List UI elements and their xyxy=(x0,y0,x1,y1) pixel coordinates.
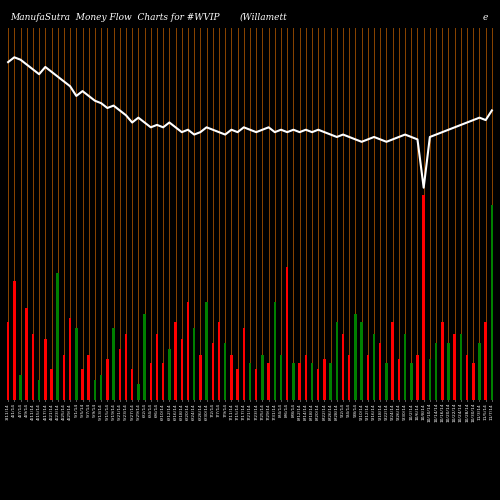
Bar xyxy=(478,342,480,400)
Bar xyxy=(88,355,90,400)
Bar xyxy=(330,363,332,400)
Bar xyxy=(410,363,412,400)
Bar xyxy=(360,322,363,400)
Bar xyxy=(212,342,214,400)
Bar xyxy=(348,355,350,400)
Bar xyxy=(249,363,251,400)
Bar xyxy=(261,355,264,400)
Bar xyxy=(38,380,40,400)
Bar xyxy=(323,359,326,400)
Bar xyxy=(137,384,140,400)
Bar xyxy=(304,355,307,400)
Bar xyxy=(484,322,487,400)
Bar xyxy=(454,334,456,400)
Bar xyxy=(255,370,258,400)
Bar xyxy=(168,349,170,400)
Bar xyxy=(274,302,276,400)
Bar xyxy=(373,334,376,400)
Bar xyxy=(298,363,301,400)
Bar xyxy=(56,273,59,400)
Bar xyxy=(144,314,146,400)
Bar xyxy=(416,355,418,400)
Bar xyxy=(379,342,382,400)
Bar xyxy=(20,376,22,400)
Bar xyxy=(224,342,226,400)
Bar xyxy=(242,328,245,400)
Bar xyxy=(428,359,431,400)
Bar xyxy=(236,370,239,400)
Bar xyxy=(174,322,177,400)
Bar xyxy=(186,302,189,400)
Bar xyxy=(441,322,444,400)
Bar xyxy=(100,376,102,400)
Bar xyxy=(118,349,121,400)
Text: ManufaSutra  Money Flow  Charts for #WVIP: ManufaSutra Money Flow Charts for #WVIP xyxy=(10,12,220,22)
Bar xyxy=(286,267,288,400)
Bar xyxy=(131,370,134,400)
Bar xyxy=(336,322,338,400)
Bar xyxy=(366,355,369,400)
Bar xyxy=(317,370,320,400)
Bar xyxy=(13,281,16,400)
Bar xyxy=(218,322,220,400)
Bar xyxy=(230,355,232,400)
Bar xyxy=(385,363,388,400)
Bar xyxy=(206,302,208,400)
Bar xyxy=(162,363,164,400)
Bar xyxy=(466,355,468,400)
Bar xyxy=(112,328,115,400)
Bar xyxy=(398,359,400,400)
Bar xyxy=(26,308,28,400)
Bar xyxy=(311,363,314,400)
Bar xyxy=(392,322,394,400)
Bar xyxy=(62,355,65,400)
Text: e: e xyxy=(482,12,488,22)
Bar xyxy=(193,328,196,400)
Bar xyxy=(106,359,108,400)
Bar xyxy=(94,380,96,400)
Bar xyxy=(69,318,71,400)
Bar xyxy=(32,334,34,400)
Bar xyxy=(150,363,152,400)
Bar xyxy=(422,195,425,400)
Bar xyxy=(460,334,462,400)
Bar xyxy=(44,338,46,400)
Bar xyxy=(124,334,127,400)
Bar xyxy=(268,363,270,400)
Bar xyxy=(7,322,10,400)
Bar xyxy=(50,370,53,400)
Bar xyxy=(354,314,356,400)
Bar xyxy=(472,363,474,400)
Bar xyxy=(447,342,450,400)
Bar xyxy=(156,334,158,400)
Bar xyxy=(280,355,282,400)
Bar xyxy=(490,206,493,400)
Bar xyxy=(404,334,406,400)
Bar xyxy=(180,338,183,400)
Bar xyxy=(199,355,202,400)
Bar xyxy=(342,334,344,400)
Bar xyxy=(75,328,78,400)
Bar xyxy=(82,370,84,400)
Bar xyxy=(292,363,294,400)
Text: (Willamett: (Willamett xyxy=(240,12,288,22)
Bar xyxy=(435,342,438,400)
